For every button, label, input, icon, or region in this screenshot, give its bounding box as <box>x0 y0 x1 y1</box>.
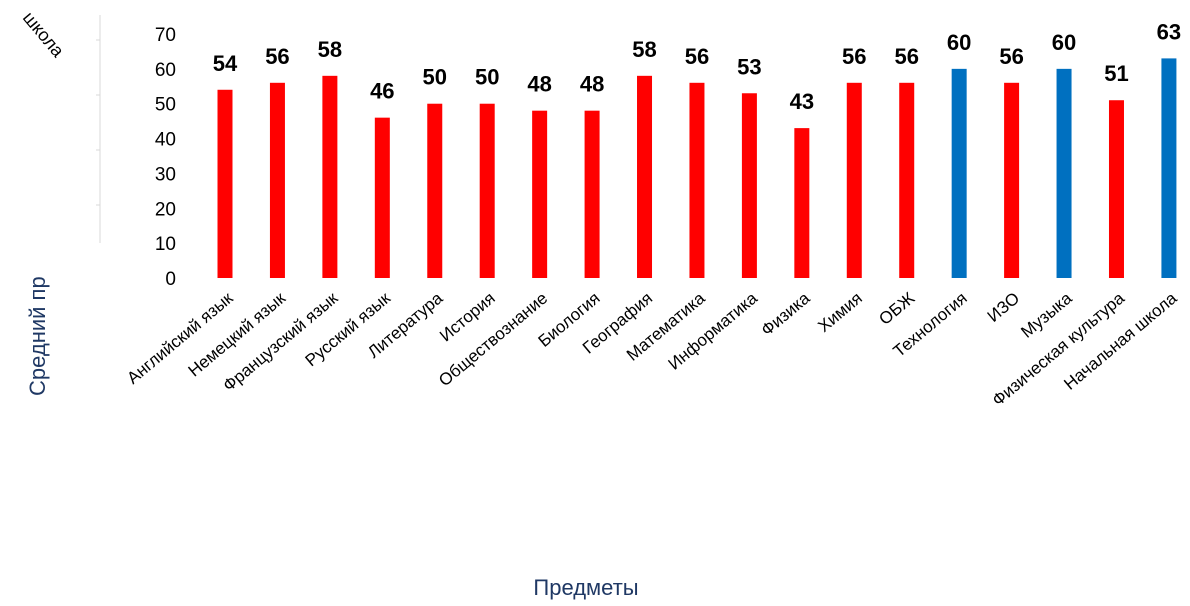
y-tick-label: 60 <box>155 60 176 81</box>
bar <box>1108 100 1124 278</box>
bar <box>846 82 862 278</box>
bars-group <box>217 58 1177 279</box>
data-label: 48 <box>580 72 604 97</box>
data-label: 54 <box>213 51 238 76</box>
cropped-category-label: школа <box>19 8 69 62</box>
data-label: 60 <box>1052 30 1076 55</box>
bar <box>1161 58 1177 279</box>
data-label: 58 <box>318 37 342 62</box>
bar <box>637 75 653 278</box>
bar <box>689 82 705 278</box>
data-label: 56 <box>265 44 289 69</box>
data-label: 46 <box>370 79 394 104</box>
y-tick-label: 20 <box>155 199 176 220</box>
data-label: 58 <box>632 37 656 62</box>
data-label: 63 <box>1157 19 1181 44</box>
bar <box>217 89 233 279</box>
bar <box>794 128 810 278</box>
data-label: 56 <box>999 44 1023 69</box>
data-label: 53 <box>737 54 761 79</box>
y-tick-label: 70 <box>155 25 176 46</box>
x-axis-title: Предметы <box>533 575 638 600</box>
data-label: 51 <box>1104 61 1128 86</box>
bar <box>427 103 443 278</box>
bar <box>322 75 338 278</box>
bar <box>584 110 600 278</box>
category-label: ОБЖ <box>875 288 918 329</box>
data-label: 56 <box>842 44 866 69</box>
data-label: 43 <box>790 89 814 114</box>
bar <box>741 93 757 278</box>
y-tick-label: 0 <box>165 269 176 290</box>
data-label: 50 <box>475 65 499 90</box>
bar <box>269 82 285 278</box>
bar <box>374 117 390 279</box>
data-labels-group: 54 56 58 46 50 50 48 48 58 56 53 43 56 56 60 56 60 51 63 <box>213 19 1181 114</box>
bar <box>479 103 495 278</box>
y-tick-label: 30 <box>155 164 176 185</box>
data-label: 60 <box>947 30 971 55</box>
data-label: 56 <box>894 44 918 69</box>
data-label: 48 <box>527 72 551 97</box>
category-label: ИЗО <box>984 289 1023 326</box>
y-tick-label: 10 <box>155 234 176 255</box>
y-tick-label: 50 <box>155 95 176 116</box>
bar <box>1056 68 1072 278</box>
data-label: 50 <box>423 65 447 90</box>
category-label: Физика <box>758 288 814 340</box>
bar <box>532 110 548 278</box>
category-label: Химия <box>814 289 865 336</box>
category-label: Информатика <box>665 288 762 373</box>
y-tick-label: 40 <box>155 130 176 151</box>
bar <box>1004 82 1020 278</box>
data-label: 56 <box>685 44 709 69</box>
bar <box>951 68 967 278</box>
bar <box>899 82 915 278</box>
y-axis: 0 10 20 30 40 50 60 70 <box>155 25 176 290</box>
y-axis-title: Средний пр <box>25 276 50 396</box>
